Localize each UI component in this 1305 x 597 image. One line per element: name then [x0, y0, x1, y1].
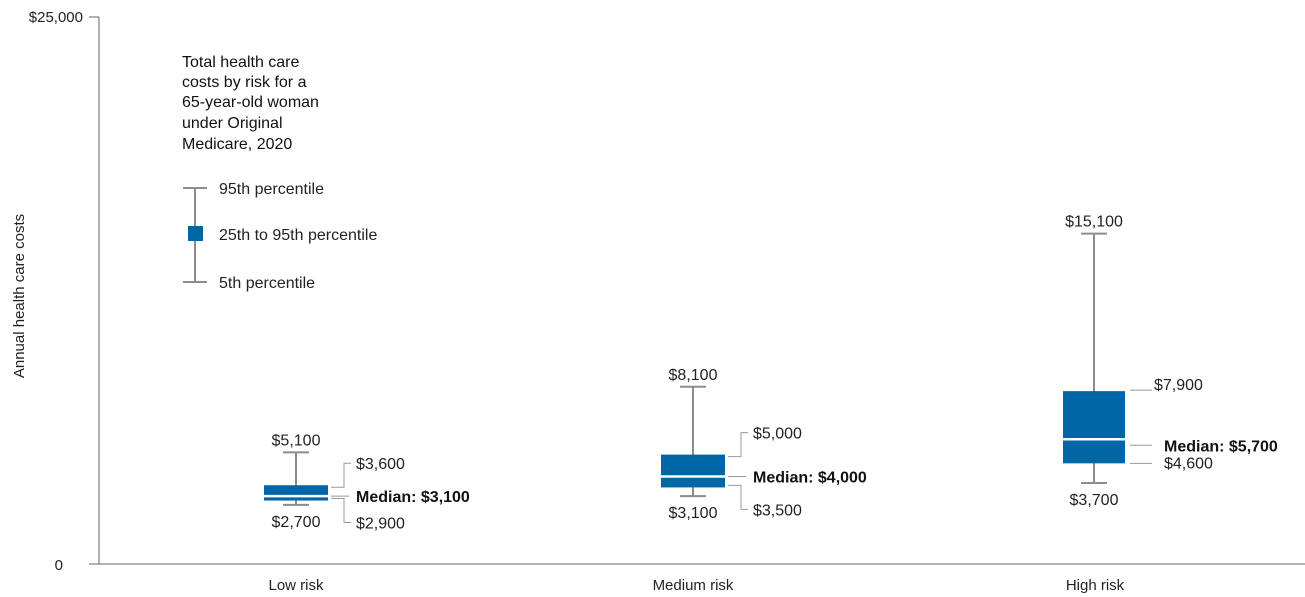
category-label-high-risk: High risk [1066, 577, 1125, 594]
y-tick-label-top: $25,000 [29, 9, 83, 26]
title-line-4: under Original [182, 115, 283, 132]
high-risk-median-label: Median: $5,700 [1164, 438, 1278, 455]
y-tick-label-zero: 0 [55, 557, 63, 574]
low-risk-p95-label: $5,100 [272, 432, 321, 449]
y-axis: $25,000 0 [29, 9, 100, 574]
legend-bottom-label: 5th percentile [219, 275, 315, 292]
medium-risk-box [661, 454, 725, 488]
high-risk-p75-label: $7,900 [1154, 377, 1203, 394]
low-risk-p25-leader [331, 498, 351, 524]
title-line-1: Total health care [182, 54, 300, 71]
low-risk-p75-label: $3,600 [356, 456, 405, 473]
low-risk-p5-label: $2,700 [272, 514, 321, 531]
medium-risk-p5-label: $3,100 [669, 505, 718, 522]
medium-risk-p75-leader [728, 432, 748, 458]
legend-box-swatch [188, 226, 203, 241]
low-risk-p25-label: $2,900 [356, 516, 405, 533]
category-label-low-risk: Low risk [268, 577, 324, 594]
category-label-medium-risk: Medium risk [653, 577, 734, 594]
high-risk-box [1063, 391, 1125, 464]
legend-box-label: 25th to 95th percentile [219, 227, 377, 244]
medium-risk-p25-leader [728, 484, 748, 510]
high-risk-p95-label: $15,100 [1065, 214, 1123, 231]
low-risk-median-label: Median: $3,100 [356, 489, 470, 506]
y-axis-label: Annual health care costs [11, 214, 28, 378]
title-line-3: 65-year-old woman [182, 94, 319, 111]
title-line-5: Medicare, 2020 [182, 136, 292, 153]
low-risk-box [264, 485, 328, 501]
high-risk-p5-label: $3,700 [1070, 492, 1119, 509]
chart-title: Total health care costs by risk for a 65… [182, 54, 319, 153]
high-risk-p25-label: $4,600 [1164, 455, 1213, 472]
medium-risk-p25-label: $3,500 [753, 502, 802, 519]
medium-risk-p95-label: $8,100 [669, 367, 718, 384]
legend-top-label: 95th percentile [219, 181, 324, 198]
medium-risk-p75-label: $5,000 [753, 426, 802, 443]
legend: 95th percentile 25th to 95th percentile … [183, 181, 377, 292]
title-line-2: costs by risk for a [182, 74, 307, 91]
low-risk-p75-leader [331, 462, 351, 488]
medium-risk-median-label: Median: $4,000 [753, 469, 867, 486]
boxes-layer: $5,100 $2,700 $3,600 $2,900 Median: $3,100 $8… [264, 214, 1278, 533]
